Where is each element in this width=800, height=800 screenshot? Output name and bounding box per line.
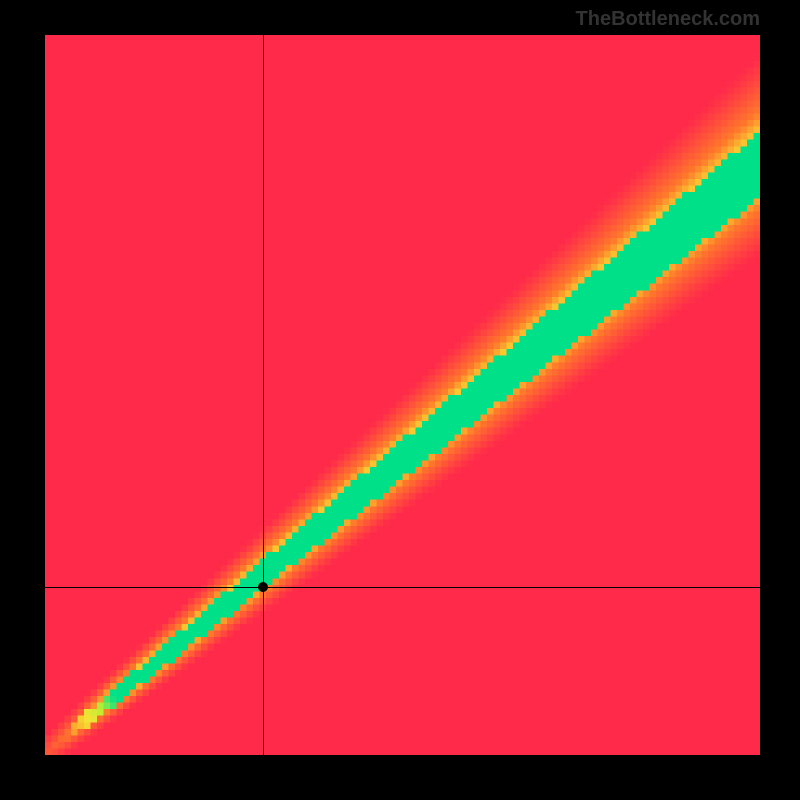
plot-area: [45, 35, 760, 755]
crosshair-vertical: [263, 35, 264, 755]
chart-container: TheBottleneck.com: [0, 0, 800, 800]
heatmap-canvas: [45, 35, 760, 755]
crosshair-horizontal: [45, 587, 760, 588]
watermark-text: TheBottleneck.com: [576, 8, 760, 31]
crosshair-marker: [258, 582, 268, 592]
